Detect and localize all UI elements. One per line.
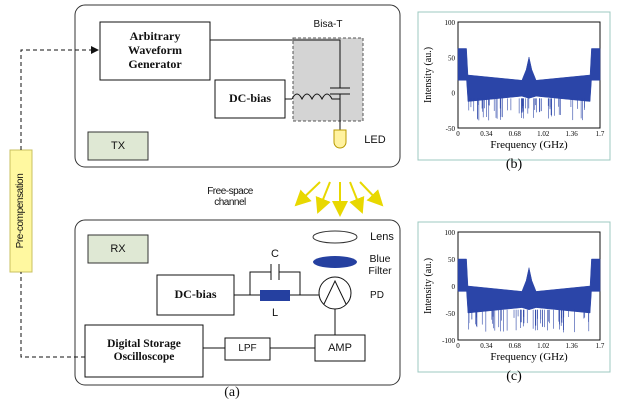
x-axis-label: Frequency (GHz) xyxy=(490,351,568,363)
y-tick-label: 50 xyxy=(448,256,456,264)
x-tick-label: 0 xyxy=(456,342,460,350)
amp-label: AMP xyxy=(328,341,352,354)
tx-wiring xyxy=(210,39,350,130)
feedback-line-top xyxy=(20,46,99,150)
spectrum-band xyxy=(457,48,601,102)
y-tick-label: -100 xyxy=(442,337,455,345)
rx-dc-bias-label: DC-bias xyxy=(174,287,217,302)
dso-label: Digital Storage Oscilloscope xyxy=(107,337,181,363)
capacitor-label: C xyxy=(271,247,279,260)
y-axis-label: Intensity (au.) xyxy=(423,47,434,103)
rx-dc-bias-box xyxy=(156,274,235,316)
y-tick-label: 0 xyxy=(452,90,456,98)
rx-label: RX xyxy=(110,242,126,255)
dc-bias-label: DC-bias xyxy=(228,91,271,106)
y-tick-label: 0 xyxy=(452,283,456,291)
dso-box xyxy=(84,324,204,378)
x-tick-label: 0.34 xyxy=(480,342,493,350)
x-tick-label: 0 xyxy=(456,130,460,138)
caption-a: (a) xyxy=(224,384,240,400)
x-tick-label: 0.68 xyxy=(509,342,522,350)
awg-box xyxy=(99,21,211,81)
lpf-box xyxy=(224,337,271,361)
y-tick-label: 100 xyxy=(445,229,456,237)
x-tick-label: 1.7 xyxy=(596,342,605,350)
feedback-label: Pre-compensation xyxy=(15,173,27,249)
lens xyxy=(312,230,358,244)
pd-label: PD xyxy=(370,290,384,302)
bias-tee-box xyxy=(292,37,364,122)
x-tick-label: 1.36 xyxy=(565,130,578,138)
filter-label: Blue Filter xyxy=(368,252,392,277)
tx-label: TX xyxy=(110,139,126,152)
y-tick-label: -50 xyxy=(446,310,456,318)
inductor xyxy=(260,290,290,301)
y-tick-label: -50 xyxy=(446,125,456,133)
feedback-line-bottom xyxy=(20,272,85,358)
bias-tee-label: Bisa-T xyxy=(313,19,343,31)
y-axis-label: Intensity (au.) xyxy=(423,258,434,314)
tx-panel xyxy=(74,4,401,168)
x-tick-label: 0.68 xyxy=(509,130,522,138)
tx-box xyxy=(87,131,149,161)
led-label: LED xyxy=(364,133,386,146)
x-tick-label: 1.02 xyxy=(537,130,550,138)
caption: (b) xyxy=(506,157,523,172)
blue-filter xyxy=(313,256,357,268)
y-tick-label: 100 xyxy=(445,19,456,27)
lens-label: Lens xyxy=(370,230,394,243)
photodiode-symbol xyxy=(323,279,347,305)
x-tick-label: 1.36 xyxy=(565,342,578,350)
dc-bias-box xyxy=(214,79,286,119)
x-tick-label: 1.7 xyxy=(596,130,605,138)
light-arrows xyxy=(294,181,384,217)
rx-wiring xyxy=(203,264,336,349)
x-tick-label: 1.02 xyxy=(537,342,550,350)
awg-label: Arbitrary Waveform Generator xyxy=(128,29,182,71)
rx-panel xyxy=(74,219,401,386)
lpf-label: LPF xyxy=(238,343,257,355)
rx-box xyxy=(87,234,149,264)
channel-label: Free-space channel xyxy=(207,185,253,209)
caption: (c) xyxy=(506,369,522,384)
x-axis-label: Frequency (GHz) xyxy=(490,139,568,151)
led-icon xyxy=(333,129,347,149)
y-tick-label: 50 xyxy=(448,54,456,62)
inductor-label: L xyxy=(271,306,279,319)
amp-box xyxy=(314,334,366,362)
x-tick-label: 0.34 xyxy=(480,130,493,138)
